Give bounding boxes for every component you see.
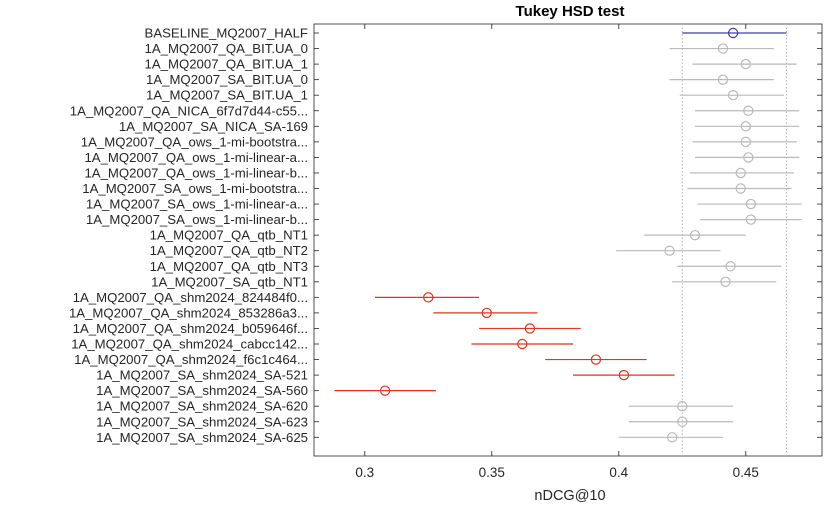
mean-marker [524, 323, 536, 334]
y-tick-label: 1A_MQ2007_SA_ows_1-mi-bootstra... [82, 181, 308, 196]
y-tick-label: 1A_MQ2007_SA_qtb_NT1 [151, 274, 308, 289]
y-tick-label: 1A_MQ2007_QA_BIT.UA_1 [145, 57, 308, 72]
y-tick-label: 1A_MQ2007_SA_ows_1-mi-linear-b... [86, 212, 308, 227]
y-tick-label: 1A_MQ2007_QA_shm2024_853286a3... [69, 305, 308, 320]
y-tick-label: 1A_MQ2007_QA_qtb_NT1 [150, 228, 308, 243]
x-tick-label: 0.35 [479, 465, 505, 480]
mean-marker [725, 261, 736, 272]
x-tick-label: 0.4 [609, 465, 628, 480]
y-tick-label: 1A_MQ2007_QA_NICA_6f7d7d44-c55... [70, 103, 308, 118]
y-tick-label: 1A_MQ2007_QA_shm2024_f6c1c464... [74, 352, 308, 367]
mean-marker [664, 245, 675, 256]
mean-marker [618, 369, 630, 381]
y-tick-label: 1A_MQ2007_SA_BIT.UA_0 [146, 72, 308, 87]
mean-marker [689, 229, 701, 241]
mean-marker [743, 105, 754, 116]
mean-marker [481, 307, 492, 319]
mean-marker [666, 432, 678, 443]
y-tick-label: 1A_MQ2007_SA_shm2024_SA-623 [96, 414, 308, 429]
mean-marker [740, 58, 752, 70]
mean-marker [720, 276, 731, 287]
y-tick-label: 1A_MQ2007_QA_ows_1-mi-linear-a... [84, 150, 308, 165]
y-tick-label: 1A_MQ2007_QA_BIT.UA_0 [145, 41, 308, 56]
mean-marker [717, 74, 729, 85]
mean-marker [740, 121, 752, 132]
mean-marker [745, 198, 757, 210]
x-tick-label: 0.3 [355, 465, 374, 480]
mean-marker [727, 89, 739, 101]
mean-marker [727, 27, 739, 39]
mean-marker [740, 136, 752, 148]
y-tick-label: 1A_MQ2007_SA_shm2024_SA-560 [96, 383, 308, 398]
mean-marker [379, 385, 391, 396]
mean-marker [423, 292, 434, 303]
y-tick-label: 1A_MQ2007_SA_shm2024_SA-625 [96, 430, 308, 445]
mean-marker [745, 214, 757, 225]
mean-marker [743, 152, 754, 163]
plot-frame [313, 23, 823, 457]
y-tick-label: 1A_MQ2007_QA_shm2024_824484f0... [73, 290, 308, 305]
x-axis-label: nDCG@10 [534, 488, 605, 504]
y-tick-label: 1A_MQ2007_QA_shm2024_cabcc142... [71, 337, 308, 352]
mean-marker [735, 167, 746, 179]
mean-marker [517, 338, 528, 350]
x-tick-label: 0.45 [733, 465, 759, 480]
y-tick-label: 1A_MQ2007_QA_qtb_NT2 [150, 243, 308, 258]
mean-marker [590, 354, 602, 365]
mean-marker [735, 183, 746, 194]
y-tick-label: 1A_MQ2007_QA_qtb_NT3 [150, 259, 308, 274]
y-tick-label: 1A_MQ2007_QA_ows_1-mi-bootstra... [81, 134, 308, 149]
y-tick-label: 1A_MQ2007_QA_shm2024_b059646f... [73, 321, 308, 336]
mean-marker [677, 416, 688, 427]
y-tick-label: 1A_MQ2007_SA_shm2024_SA-521 [96, 368, 308, 383]
chart-title: Tukey HSD test [516, 3, 625, 20]
y-tick-label: 1A_MQ2007_SA_shm2024_SA-620 [96, 399, 308, 414]
mean-marker [717, 43, 729, 54]
y-tick-label: 1A_MQ2007_SA_NICA_SA-169 [119, 119, 308, 134]
y-tick-label: 1A_MQ2007_SA_ows_1-mi-linear-a... [86, 197, 308, 212]
y-tick-label: BASELINE_MQ2007_HALF [145, 26, 308, 41]
y-tick-label: 1A_MQ2007_SA_BIT.UA_1 [146, 88, 308, 103]
mean-marker [677, 401, 688, 412]
y-tick-label: 1A_MQ2007_QA_ows_1-mi-linear-b... [84, 165, 308, 180]
plot-area: 0.3 0.35 0.4 0.45BASELINE_MQ2007_HALF1A_MQ2… [69, 23, 823, 480]
